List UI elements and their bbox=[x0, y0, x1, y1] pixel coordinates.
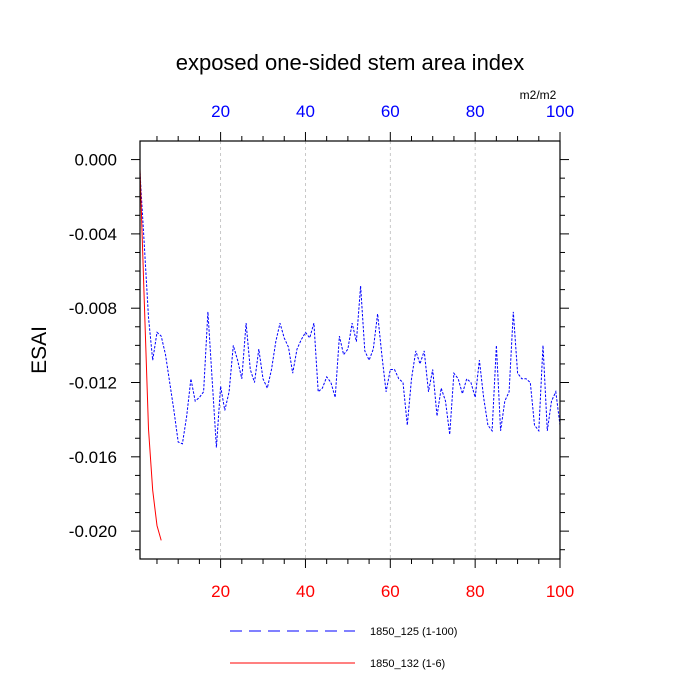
x-tick-label-bottom-40: 40 bbox=[296, 582, 315, 601]
y-tick-label-1: -0.004 bbox=[69, 225, 117, 244]
x-tick-label-top-80: 80 bbox=[466, 102, 485, 121]
y-axis-label: ESAI bbox=[28, 326, 51, 374]
tick-labels: 20 20 40 40 60 60 80 80 100 100 0.000 -0.004 -0.008 -… bbox=[69, 102, 574, 601]
y-tick-label-4: -0.016 bbox=[69, 448, 117, 467]
plot-frame bbox=[139, 140, 561, 560]
legend-label-1850-125: 1850_125 (1-100) bbox=[370, 626, 457, 638]
y-tick-label-2: -0.008 bbox=[69, 299, 117, 318]
x-tick-label-top-100: 100 bbox=[546, 102, 574, 121]
legend: 1850_125 (1-100) 1850_132 (1-6) bbox=[230, 626, 457, 670]
x-tick-label-bottom-80: 80 bbox=[466, 582, 485, 601]
x-tick-label-bottom-60: 60 bbox=[381, 582, 400, 601]
axis-ticks bbox=[131, 132, 569, 568]
gridlines bbox=[220, 141, 476, 559]
x-tick-label-top-20: 20 bbox=[211, 102, 230, 121]
series-line-1 bbox=[139, 172, 561, 448]
chart-title: exposed one-sided stem area index bbox=[176, 50, 525, 75]
x-tick-label-top-40: 40 bbox=[296, 102, 315, 121]
series-lines bbox=[139, 168, 561, 541]
series-line-2 bbox=[139, 168, 162, 541]
y-tick-label-0: 0.000 bbox=[74, 151, 117, 170]
x-tick-label-top-60: 60 bbox=[381, 102, 400, 121]
x-tick-label-bottom-20: 20 bbox=[211, 582, 230, 601]
x-tick-label-bottom-100: 100 bbox=[546, 582, 574, 601]
legend-label-1850-132: 1850_132 (1-6) bbox=[370, 658, 445, 670]
y-tick-label-3: -0.012 bbox=[69, 374, 117, 393]
units-label: m2/m2 bbox=[520, 88, 557, 102]
y-tick-label-5: -0.020 bbox=[69, 522, 117, 541]
